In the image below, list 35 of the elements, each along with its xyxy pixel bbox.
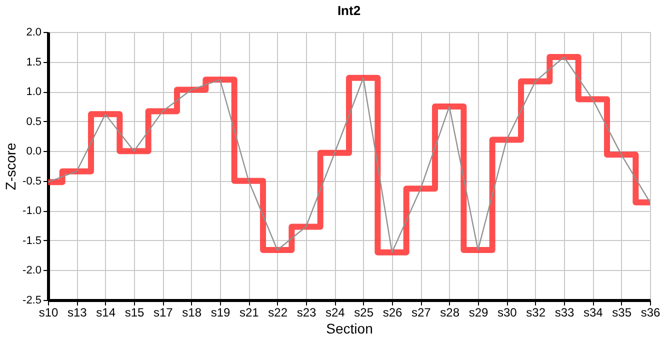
y-tick-label: -2.0 bbox=[22, 264, 42, 277]
x-tick-label: s21 bbox=[239, 306, 260, 320]
x-tick-label: s24 bbox=[325, 306, 346, 320]
x-tick-label: s15 bbox=[124, 306, 144, 320]
x-tick-label: s13 bbox=[67, 306, 88, 320]
y-axis-title: Z-score bbox=[2, 142, 19, 190]
x-tick-label: s33 bbox=[554, 306, 574, 320]
x-tick-label: s32 bbox=[526, 306, 546, 320]
x-tick-label: s26 bbox=[382, 306, 402, 320]
x-tick-label: s25 bbox=[354, 306, 374, 320]
x-tick-label: s34 bbox=[583, 306, 604, 320]
x-tick-label: s18 bbox=[182, 306, 202, 320]
y-tick-label: -1.0 bbox=[22, 205, 42, 218]
x-tick-label: s10 bbox=[38, 306, 58, 320]
x-tick-label: s17 bbox=[153, 306, 174, 320]
x-tick-label: s22 bbox=[268, 306, 288, 320]
x-tick-label: s27 bbox=[411, 306, 432, 320]
x-tick-label: s23 bbox=[296, 306, 316, 320]
x-tick-label: s36 bbox=[640, 306, 660, 320]
y-tick-label: -2.5 bbox=[22, 294, 42, 306]
y-tick-label: 1.5 bbox=[26, 56, 42, 68]
x-axis-title: Section bbox=[326, 320, 373, 336]
x-tick-label: s14 bbox=[96, 306, 116, 320]
chart-title: Int2 bbox=[337, 3, 361, 18]
y-tick-label: 0.5 bbox=[26, 116, 42, 128]
x-tick-label: s30 bbox=[497, 306, 518, 320]
y-tick-label: 0.0 bbox=[26, 146, 42, 158]
x-tick-label: s29 bbox=[468, 306, 488, 320]
x-tick-label: s28 bbox=[440, 306, 460, 320]
x-tick-label: s35 bbox=[612, 306, 632, 320]
x-tick-label: s19 bbox=[210, 306, 230, 320]
y-tick-label: 2.0 bbox=[26, 26, 42, 38]
y-tick-label: -1.5 bbox=[22, 234, 42, 247]
y-tick-label: -0.5 bbox=[22, 175, 42, 188]
y-tick-label: 1.0 bbox=[26, 86, 42, 98]
